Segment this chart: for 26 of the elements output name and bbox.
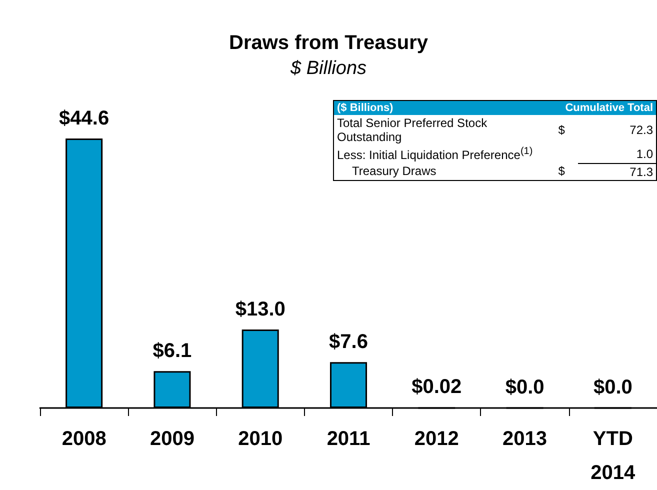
- chart-subtitle: $ Billions: [289, 58, 368, 79]
- text: ($ Billions): [334, 100, 545, 115]
- text: 72.3: [628, 122, 654, 139]
- x-tick-label: 2008: [62, 428, 106, 450]
- annotation: $: [557, 163, 566, 180]
- data-label: $7.6: [329, 331, 368, 354]
- x-tick-label: 2010: [238, 428, 283, 450]
- data-label: $6.1: [152, 340, 192, 362]
- x-tick-label: 2011: [326, 428, 370, 450]
- data-label: $0.02: [412, 376, 462, 398]
- data-label: $13.0: [235, 298, 286, 320]
- annotation: 1.0: [578, 145, 656, 163]
- data-label: $44.6: [59, 108, 110, 130]
- x-tick-label: 2013: [502, 428, 548, 450]
- x-tick-label: 2009: [150, 428, 194, 450]
- chart-title: Draws from Treasury: [229, 32, 429, 54]
- annotation: Less: Initial Liquidation Preference$^{(1)}$: [336, 145, 534, 163]
- x-tick-label: 2012: [414, 428, 459, 450]
- data-label: $0.0: [593, 376, 632, 398]
- x-tick-label: YTD 2014: [590, 428, 636, 484]
- data-label: $0.0: [505, 376, 544, 398]
- text: Cumulative Total: [545, 100, 656, 115]
- annotation: Treasury Draws: [351, 163, 438, 180]
- annotation: Total Senior Preferred Stock Outstanding: [336, 115, 488, 145]
- text: $: [557, 122, 566, 139]
- annotation: 71.3: [628, 164, 654, 180]
